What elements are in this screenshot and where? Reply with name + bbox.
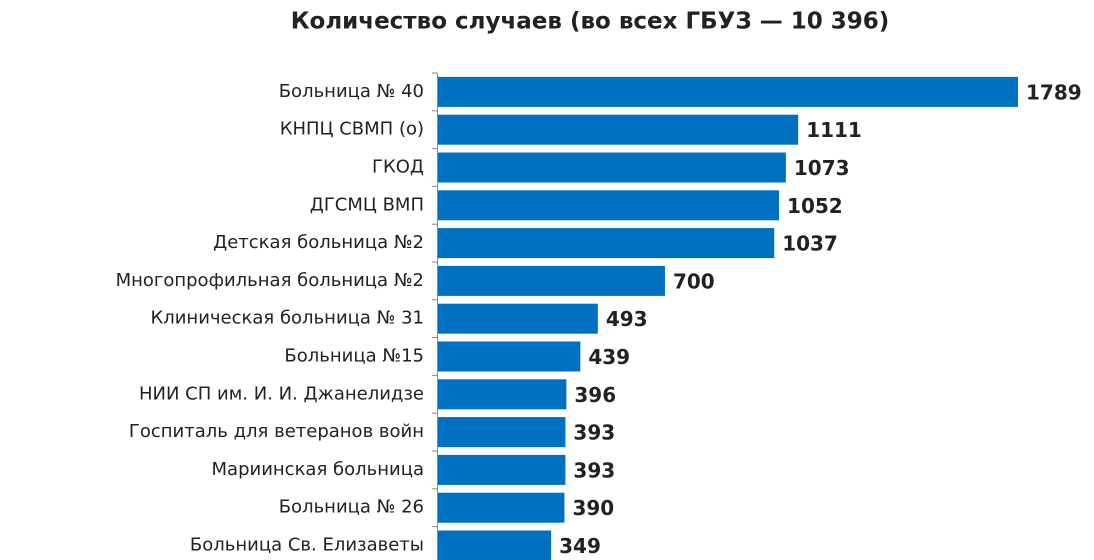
category-label: Больница Св. Елизаветы [190, 535, 424, 556]
value-label: 393 [573, 458, 615, 482]
bar [438, 190, 780, 221]
value-label: 1789 [1026, 80, 1082, 104]
bar [438, 530, 552, 560]
value-label: 396 [574, 383, 616, 407]
value-label: 1037 [782, 232, 838, 256]
category-label: Больница № 26 [279, 497, 424, 518]
category-label: Клиническая больница № 31 [150, 308, 424, 329]
value-label: 1073 [794, 156, 850, 180]
value-label: 1111 [806, 118, 862, 142]
bar [438, 341, 581, 372]
value-label: 493 [606, 307, 648, 331]
category-label: ГКОД [372, 157, 424, 178]
category-label: Больница № 40 [279, 81, 424, 102]
bar [438, 303, 598, 334]
value-label: 439 [588, 345, 630, 369]
category-label: Больница №15 [284, 346, 424, 367]
category-label: Мариинская больница [212, 459, 424, 480]
value-label: 1052 [787, 194, 843, 218]
value-label: 393 [573, 421, 615, 445]
category-label: Многопрофильная больница №2 [116, 270, 424, 291]
bar [438, 492, 565, 523]
bar [438, 114, 799, 145]
chart-title: Количество случаев (во всех ГБУЗ — 10 39… [291, 9, 890, 35]
bar [438, 152, 786, 183]
bar [438, 76, 1018, 107]
category-label: Детская больница №2 [213, 232, 424, 253]
category-label: Госпиталь для ветеранов войн [129, 421, 424, 442]
value-label: 700 [673, 269, 715, 293]
bar [438, 417, 566, 448]
bar [438, 379, 567, 410]
value-label: 390 [572, 496, 614, 520]
bar [438, 454, 566, 485]
bar [438, 228, 775, 259]
bar [438, 265, 665, 296]
category-label: НИИ СП им. И. И. Джанелидзе [139, 383, 424, 404]
category-label: ДГСМЦ ВМП [310, 194, 424, 215]
value-label: 349 [559, 534, 601, 558]
category-label: КНПЦ СВМП (о) [280, 119, 424, 140]
